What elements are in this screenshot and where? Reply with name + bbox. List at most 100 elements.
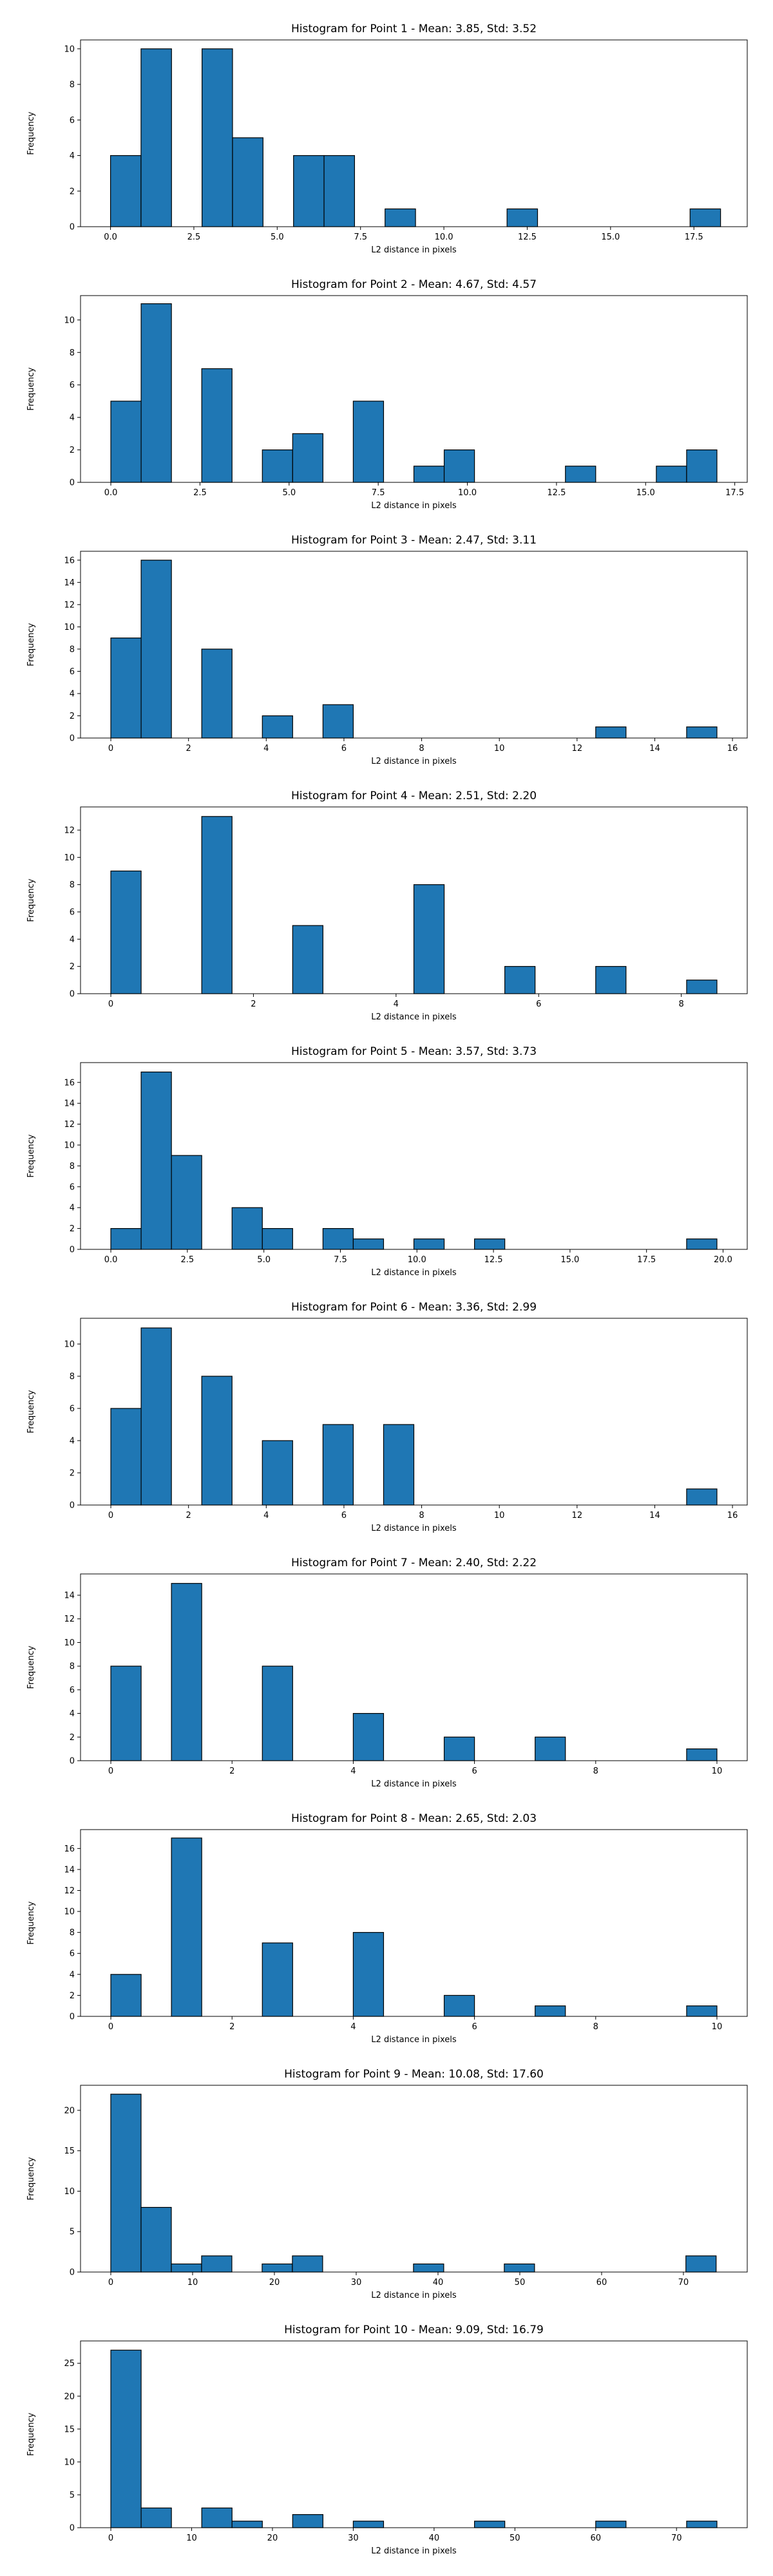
y-axis-label: Frequency (26, 1645, 36, 1689)
y-tick-label: 2 (70, 962, 75, 972)
y-axis-label: Frequency (26, 1134, 36, 1177)
x-tick-label: 20.0 (714, 1255, 732, 1265)
y-tick-label: 0 (70, 223, 75, 232)
histogram-bar (140, 1327, 172, 1506)
histogram-bar (686, 980, 718, 994)
axes-frame (80, 39, 748, 227)
histogram-bar (413, 884, 445, 994)
histogram-bar (352, 2521, 385, 2528)
y-tick-label: 5 (70, 2228, 75, 2237)
y-axis-label: Frequency (26, 1901, 36, 1944)
x-tick-label: 6 (341, 744, 347, 753)
x-tick-label: 20 (267, 2533, 278, 2543)
x-tick-label: 14 (649, 1511, 660, 1520)
x-tick-label: 0 (108, 1511, 113, 1520)
histogram-bar (110, 1227, 142, 1250)
histogram-bar (171, 1155, 202, 1250)
histogram-bar (535, 1736, 566, 1761)
histogram-bar (413, 466, 445, 483)
y-tick-label: 4 (70, 689, 75, 699)
histogram-bar (686, 449, 718, 483)
x-tick-label: 10.0 (458, 488, 477, 498)
histogram-bar (292, 2255, 323, 2273)
x-tick-label: 5.0 (271, 232, 284, 242)
chart-title: Histogram for Point 6 - Mean: 3.36, Std:… (291, 1301, 537, 1314)
y-tick-label: 0 (70, 2268, 75, 2278)
y-tick-label: 6 (70, 1685, 75, 1695)
x-tick-label: 6 (472, 2022, 477, 2032)
y-axis-label: Frequency (26, 878, 36, 922)
y-tick-label: 4 (70, 151, 75, 161)
x-tick-label: 14 (649, 744, 660, 753)
y-tick-label: 10 (64, 1340, 75, 1350)
histogram-bar (201, 649, 233, 739)
y-tick-label: 4 (70, 1709, 75, 1719)
x-axis-label: L2 distance in pixels (371, 245, 457, 255)
axes-frame (80, 1318, 748, 1506)
histogram-svg: Histogram for Point 3 - Mean: 2.47, Std:… (26, 534, 748, 766)
y-tick-label: 0 (70, 734, 75, 744)
y-tick-label: 8 (70, 348, 75, 358)
histogram-bar (110, 1974, 142, 2017)
histogram-bar (171, 1837, 202, 2017)
x-tick-label: 10 (494, 1511, 505, 1520)
histogram-bar (140, 1071, 172, 1250)
histogram-panel-8: Histogram for Point 8 - Mean: 2.65, Std:… (0, 1790, 773, 2045)
x-tick-label: 2 (229, 1766, 234, 1776)
histogram-bar (595, 2521, 627, 2528)
x-tick-label: 0 (108, 744, 113, 753)
histogram-bar (201, 2507, 233, 2528)
histogram-bar (656, 466, 687, 483)
histogram-panel-9: Histogram for Point 9 - Mean: 10.08, Std… (0, 2045, 773, 2301)
x-tick-label: 8 (419, 1511, 424, 1520)
histogram-svg: Histogram for Point 7 - Mean: 2.40, Std:… (26, 1557, 748, 1789)
y-tick-label: 6 (70, 667, 75, 677)
histogram-svg: Histogram for Point 6 - Mean: 3.36, Std:… (26, 1301, 748, 1533)
x-tick-label: 15.0 (560, 1255, 579, 1265)
y-tick-label: 2 (70, 1991, 75, 2001)
chart-title: Histogram for Point 10 - Mean: 9.09, Std… (284, 2324, 544, 2336)
y-tick-label: 2 (70, 712, 75, 721)
histogram-svg: Histogram for Point 10 - Mean: 9.09, Std… (26, 2324, 748, 2556)
y-tick-label: 14 (64, 1591, 75, 1601)
x-axis-label: L2 distance in pixels (371, 2291, 457, 2300)
x-tick-label: 12 (572, 1511, 583, 1520)
y-tick-label: 0 (70, 2012, 75, 2022)
x-tick-label: 2.5 (193, 488, 207, 498)
y-tick-label: 4 (70, 935, 75, 945)
x-tick-label: 8 (678, 999, 683, 1009)
axes-frame (80, 806, 748, 994)
chart-title: Histogram for Point 1 - Mean: 3.85, Std:… (291, 23, 537, 35)
x-tick-label: 0 (108, 2022, 113, 2032)
y-tick-label: 10 (64, 2458, 75, 2467)
y-tick-label: 4 (70, 1970, 75, 1980)
y-tick-label: 5 (70, 2490, 75, 2500)
x-tick-label: 2.5 (187, 232, 201, 242)
histogram-bar (689, 208, 721, 227)
histogram-bar (171, 1583, 202, 1761)
histogram-bar (352, 1712, 385, 1761)
histogram-bar (262, 1665, 293, 1761)
y-axis-label: Frequency (26, 2157, 36, 2200)
histogram-bar (292, 925, 323, 994)
histogram-svg: Histogram for Point 2 - Mean: 4.67, Std:… (26, 278, 748, 511)
histogram-bar (413, 2263, 444, 2273)
histogram-bar (322, 1227, 354, 1250)
histogram-panel-2: Histogram for Point 2 - Mean: 4.67, Std:… (0, 256, 773, 511)
histogram-svg: Histogram for Point 4 - Mean: 2.51, Std:… (26, 790, 748, 1022)
x-tick-label: 2 (251, 999, 256, 1009)
y-tick-label: 4 (70, 413, 75, 423)
histogram-bar (201, 816, 233, 994)
x-tick-label: 8 (593, 1766, 598, 1776)
histogram-bar (686, 1238, 718, 1250)
chart-title: Histogram for Point 5 - Mean: 3.57, Std:… (291, 1045, 537, 1058)
x-tick-label: 6 (472, 1766, 477, 1776)
x-axis-label: L2 distance in pixels (371, 2546, 457, 2556)
y-tick-label: 12 (64, 826, 75, 835)
histogram-bar (443, 1736, 475, 1761)
histogram-bar (140, 2507, 172, 2528)
chart-title: Histogram for Point 8 - Mean: 2.65, Std:… (291, 1812, 537, 1825)
histogram-bar (413, 1238, 445, 1250)
y-tick-label: 16 (64, 1078, 75, 1088)
